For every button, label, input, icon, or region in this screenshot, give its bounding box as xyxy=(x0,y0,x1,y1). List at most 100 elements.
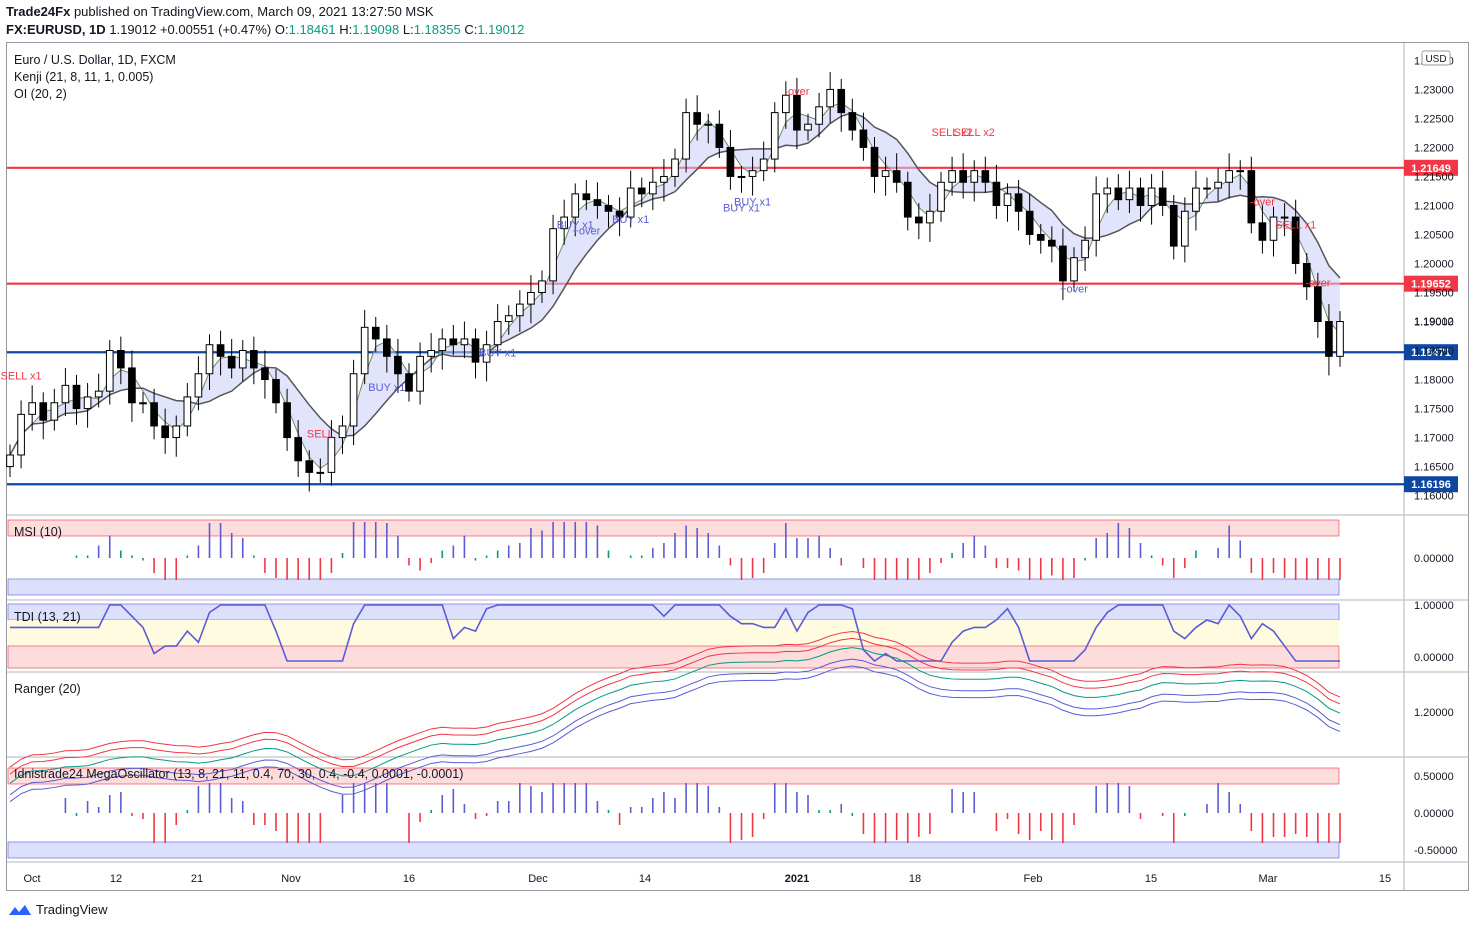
signal-label: SELL x2 xyxy=(954,127,995,139)
currency-badge[interactable] xyxy=(1421,50,1451,66)
signal-label: BUY x1 xyxy=(368,382,405,394)
tradingview-logo-icon xyxy=(9,904,31,915)
price-tick-label: 1.23000 xyxy=(1414,84,1454,96)
tdi-line xyxy=(10,603,1340,663)
msi-upper-band xyxy=(7,519,1340,537)
candle-body xyxy=(1258,222,1267,241)
candle-body xyxy=(671,158,679,177)
last-price-label: 1.19012 xyxy=(1414,316,1454,328)
signal-label: SELL xyxy=(307,429,334,441)
time-tick-label: 12 xyxy=(110,873,122,885)
candle-body xyxy=(848,112,857,131)
kenji-slow-line xyxy=(9,111,1341,456)
candle-body xyxy=(205,344,214,375)
time-tick-label: Feb xyxy=(1024,873,1043,885)
footer-brand-label: TradingView xyxy=(36,902,108,917)
candle-body xyxy=(1070,257,1078,282)
publish-line: Trade24Fx published on TradingView.com, … xyxy=(6,4,434,19)
candle-body xyxy=(349,373,358,427)
candle-body xyxy=(216,344,225,357)
time-tick-label: Dec xyxy=(528,873,548,885)
candle-body xyxy=(948,170,956,183)
mega-tick-label: -0.50000 xyxy=(1414,845,1457,857)
candle-body xyxy=(915,216,923,224)
candle-body xyxy=(615,210,624,218)
candle-body xyxy=(105,350,114,392)
candle-body xyxy=(748,170,757,177)
level-price-label: 1.21649 xyxy=(1411,163,1451,175)
candle-body xyxy=(1114,187,1123,201)
open-value: 1.18461 xyxy=(288,22,336,37)
candle-body xyxy=(504,315,513,323)
price-change: +0.00551 (+0.47%) xyxy=(159,22,272,37)
candle-body xyxy=(926,210,934,224)
low-label: L: xyxy=(402,22,414,37)
candle-body xyxy=(970,170,979,183)
price-tick-label: 1.22500 xyxy=(1414,113,1454,125)
time-tick-label: 16 xyxy=(403,873,415,885)
price-tick-label: 1.18000 xyxy=(1414,375,1454,387)
candle-body xyxy=(6,454,14,468)
symbol-label: FX:EURUSD, 1D xyxy=(6,22,106,37)
signal-label: BUY x1 xyxy=(723,202,760,214)
candle-body xyxy=(637,187,646,195)
time-tick-label: 21 xyxy=(191,873,203,885)
candle-body xyxy=(726,146,735,177)
candle-body xyxy=(593,199,602,206)
candle-body xyxy=(782,94,790,114)
candle-body xyxy=(826,88,834,108)
candle-body xyxy=(194,373,203,398)
tdi-lower-band xyxy=(7,645,1340,669)
candle-body xyxy=(538,280,546,294)
mega-lower-band xyxy=(7,841,1340,859)
high-label: H: xyxy=(339,22,353,37)
level-price-label: 1.16196 xyxy=(1411,479,1451,491)
price-tick-label: 1.19000 xyxy=(1414,317,1454,329)
footer-brand[interactable]: TradingView xyxy=(8,902,108,917)
time-tick-label: Mar xyxy=(1259,873,1278,885)
candle-body xyxy=(1192,187,1200,212)
candle-body xyxy=(1048,239,1056,247)
candle-body xyxy=(39,402,48,421)
ranger-line xyxy=(9,658,1341,796)
candle-body xyxy=(693,112,701,125)
ranger-line xyxy=(9,665,1341,803)
candle-body xyxy=(804,123,812,131)
candle-body xyxy=(1158,187,1167,206)
candle-body xyxy=(1181,210,1189,247)
time-tick-label: 15 xyxy=(1145,873,1157,885)
candle-body xyxy=(394,355,402,375)
candle-body xyxy=(604,204,613,212)
candle-body xyxy=(1269,216,1278,241)
ranger-tick-label: 1.20000 xyxy=(1414,707,1454,719)
candle-body xyxy=(903,181,912,218)
candle-body xyxy=(1103,187,1112,195)
candle-body xyxy=(626,187,635,218)
oi-legend: OI (20, 2) xyxy=(14,87,67,101)
candle-body xyxy=(371,326,380,340)
candle-body xyxy=(227,355,236,369)
candle-body xyxy=(660,175,668,183)
candle-body xyxy=(493,321,502,346)
candle-body xyxy=(28,402,36,415)
signal-label: -over xyxy=(784,86,809,98)
time-tick-label: 14 xyxy=(639,873,651,885)
signal-label: BUY x1 xyxy=(612,214,649,226)
signal-label: -over xyxy=(1250,196,1275,208)
candle-body xyxy=(17,413,25,456)
candle-body xyxy=(1147,187,1156,206)
last-price: 1.19012 xyxy=(109,22,157,37)
msi-legend: MSI (10) xyxy=(14,525,62,539)
candle-body xyxy=(150,402,158,427)
candle-body xyxy=(405,373,413,392)
mega-upper-band xyxy=(7,767,1340,785)
candle-body xyxy=(449,338,458,346)
candle-body xyxy=(1125,187,1134,201)
candle-body xyxy=(1280,216,1289,219)
candle-body xyxy=(881,170,890,177)
candle-body xyxy=(1136,187,1145,206)
candle-body xyxy=(61,384,70,404)
msi-tick-label: 0.00000 xyxy=(1414,553,1454,565)
candle-body xyxy=(1325,321,1333,357)
